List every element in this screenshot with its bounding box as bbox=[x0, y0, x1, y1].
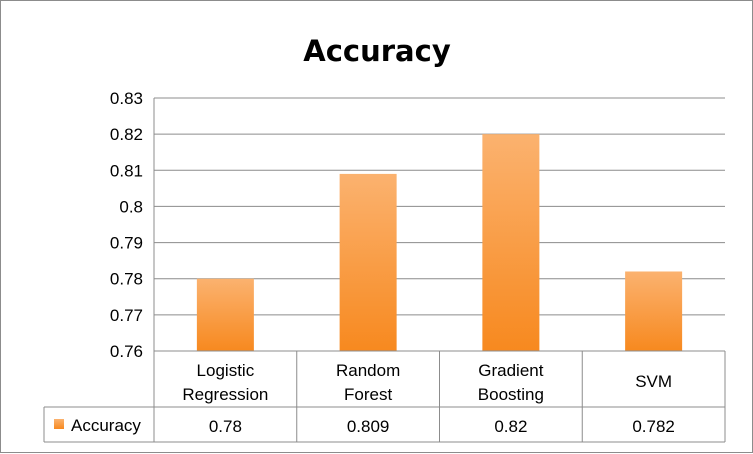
data-label: 0.809 bbox=[347, 417, 390, 436]
data-table: Logistic Regression Random Forest Gradient Bo… bbox=[43, 350, 726, 443]
y-tick-label: 0.83 bbox=[110, 89, 143, 108]
data-label: 0.82 bbox=[494, 417, 527, 436]
category-label: Boosting bbox=[478, 385, 544, 404]
data-label: 0.782 bbox=[632, 417, 675, 436]
data-label: 0.78 bbox=[209, 417, 242, 436]
y-tick-label: 0.78 bbox=[110, 270, 143, 289]
y-tick-label: 0.79 bbox=[110, 234, 143, 253]
y-tick-label: 0.76 bbox=[110, 342, 143, 361]
category-label: Regression bbox=[182, 385, 268, 404]
category-label: Forest bbox=[344, 385, 392, 404]
y-tick-label: 0.81 bbox=[110, 161, 143, 180]
y-tick-label: 0.8 bbox=[119, 197, 143, 216]
chart-title: Accuracy bbox=[303, 34, 451, 68]
y-tick-label: 0.77 bbox=[110, 306, 143, 325]
bar bbox=[339, 173, 397, 351]
category-label: Gradient bbox=[478, 361, 543, 380]
y-axis: 0.76 0.77 0.78 0.79 0.8 0.81 0.82 0.83 bbox=[110, 89, 155, 361]
y-tick-label: 0.82 bbox=[110, 125, 143, 144]
legend-key bbox=[54, 419, 64, 429]
bar bbox=[482, 134, 540, 351]
bar bbox=[625, 271, 683, 351]
bar bbox=[196, 278, 254, 351]
legend-label: Accuracy bbox=[71, 416, 141, 435]
category-label: SVM bbox=[635, 372, 672, 391]
bars bbox=[196, 134, 683, 351]
category-label: Random bbox=[336, 361, 400, 380]
category-label: Logistic bbox=[197, 361, 255, 380]
